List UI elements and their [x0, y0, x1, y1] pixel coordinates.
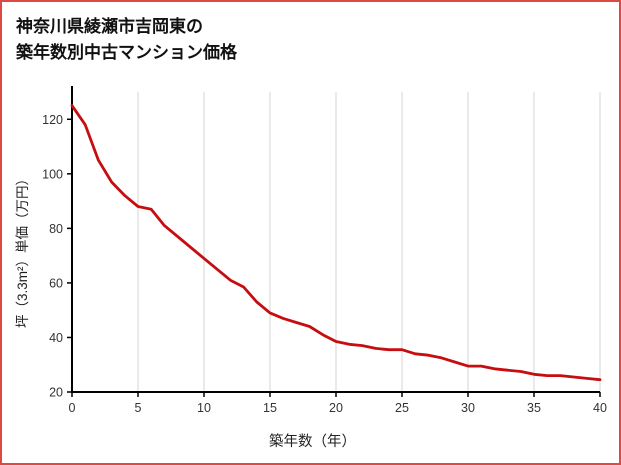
chart-title-line2: 築年数別中古マンション価格 [16, 42, 237, 62]
svg-text:0: 0 [69, 401, 76, 415]
svg-text:100: 100 [42, 167, 63, 181]
svg-text:25: 25 [395, 401, 409, 415]
svg-text:35: 35 [527, 401, 541, 415]
svg-text:60: 60 [49, 276, 63, 290]
svg-text:20: 20 [49, 386, 63, 400]
chart-title: 神奈川県綾瀬市吉岡東の 築年数別中古マンション価格 [2, 2, 619, 65]
svg-text:30: 30 [461, 401, 475, 415]
x-axis-label: 築年数（年） [269, 434, 356, 450]
svg-text:120: 120 [42, 113, 63, 127]
chart-title-line1: 神奈川県綾瀬市吉岡東の [16, 17, 203, 36]
y-axis-label: 坪（3.3m²）単価（万円） [15, 172, 30, 329]
svg-text:80: 80 [49, 222, 63, 236]
svg-text:40: 40 [593, 401, 607, 415]
svg-text:20: 20 [329, 401, 343, 415]
svg-text:40: 40 [49, 331, 63, 345]
svg-text:10: 10 [197, 401, 211, 415]
price-line-chart: 20 40 60 80 100 120 0 5 10 15 20 25 30 35 40 [42, 86, 607, 415]
svg-text:5: 5 [135, 401, 142, 415]
svg-text:15: 15 [263, 401, 277, 415]
chart-area: 20 40 60 80 100 120 0 5 10 15 20 25 30 35 40 [10, 80, 615, 425]
